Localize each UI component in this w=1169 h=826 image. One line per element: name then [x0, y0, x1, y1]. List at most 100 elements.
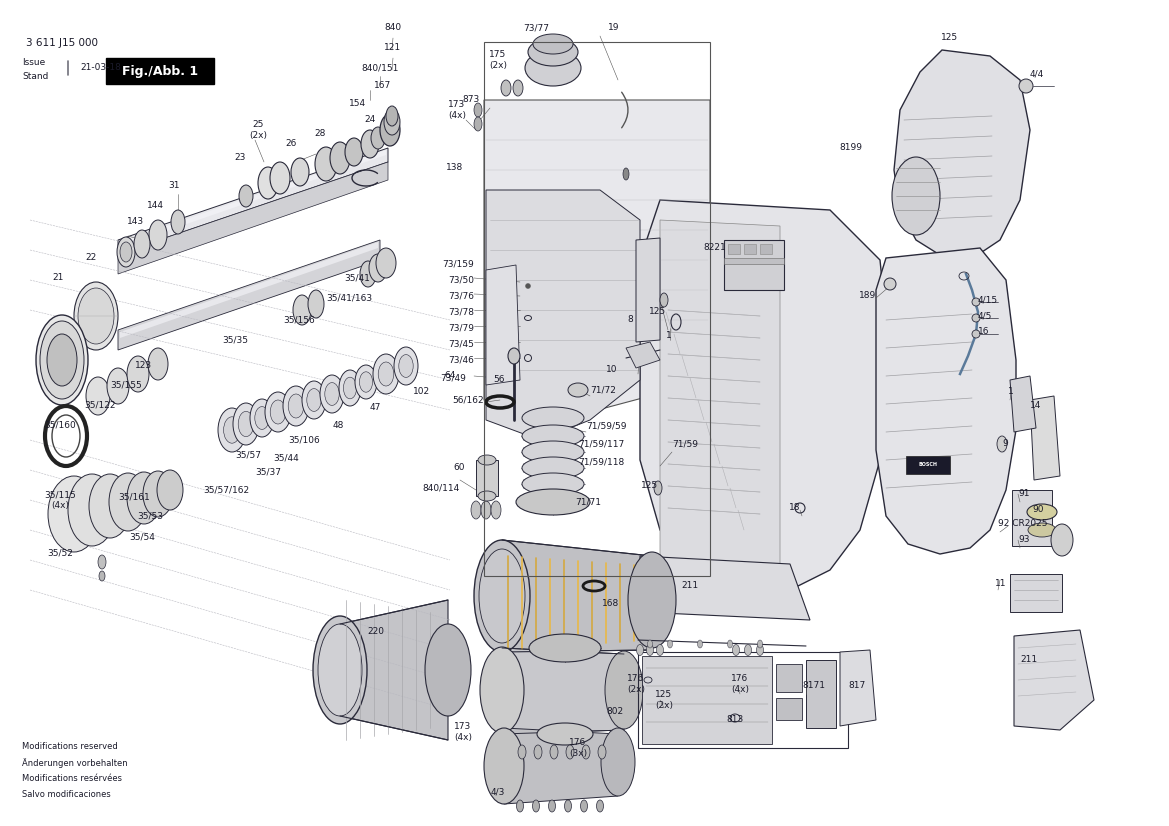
Polygon shape: [120, 242, 378, 338]
Text: 4/4: 4/4: [1030, 69, 1044, 78]
Bar: [484, 42, 710, 576]
Text: 11: 11: [995, 580, 1007, 588]
Text: 73/49: 73/49: [440, 373, 466, 382]
Ellipse shape: [238, 185, 253, 207]
Ellipse shape: [623, 168, 629, 180]
Ellipse shape: [526, 283, 531, 288]
Text: 8: 8: [628, 316, 632, 325]
Text: 21-03-18: 21-03-18: [79, 64, 120, 73]
Polygon shape: [1030, 396, 1060, 480]
Polygon shape: [484, 100, 710, 440]
Ellipse shape: [513, 80, 523, 96]
Ellipse shape: [892, 157, 940, 235]
Ellipse shape: [516, 489, 590, 515]
Ellipse shape: [517, 800, 524, 812]
Ellipse shape: [307, 290, 324, 318]
Ellipse shape: [40, 321, 84, 399]
Text: 73/76: 73/76: [448, 292, 473, 301]
Ellipse shape: [523, 407, 584, 429]
Ellipse shape: [134, 230, 150, 258]
Ellipse shape: [601, 728, 635, 796]
Ellipse shape: [566, 745, 574, 759]
Text: 840/114: 840/114: [423, 483, 459, 492]
Text: 35/156: 35/156: [283, 316, 314, 325]
Text: 18: 18: [789, 504, 800, 512]
Bar: [724, 258, 784, 264]
Text: 92 CR2025: 92 CR2025: [998, 520, 1047, 529]
Polygon shape: [118, 162, 388, 274]
Text: 47: 47: [369, 403, 381, 412]
Ellipse shape: [756, 644, 763, 656]
Bar: [805, 660, 836, 728]
Text: 14: 14: [1030, 401, 1042, 411]
Ellipse shape: [293, 295, 311, 325]
Ellipse shape: [473, 540, 530, 652]
Ellipse shape: [344, 377, 357, 399]
Text: 8171: 8171: [802, 681, 825, 691]
Text: 64: 64: [444, 371, 456, 379]
Text: 125
(2x): 125 (2x): [655, 691, 673, 710]
Ellipse shape: [479, 549, 525, 643]
Ellipse shape: [582, 745, 590, 759]
Text: 211: 211: [682, 582, 699, 591]
Polygon shape: [118, 240, 380, 350]
Text: 138: 138: [445, 164, 463, 173]
Text: 35/57: 35/57: [235, 450, 261, 459]
Ellipse shape: [599, 745, 606, 759]
Text: 175
(2x): 175 (2x): [489, 50, 507, 69]
Text: Salvo modificaciones: Salvo modificaciones: [22, 790, 111, 799]
Text: 125: 125: [641, 482, 658, 491]
Text: 71/59/59: 71/59/59: [586, 421, 627, 430]
Ellipse shape: [565, 800, 572, 812]
Text: 71/71: 71/71: [575, 497, 601, 506]
Text: 60: 60: [454, 463, 465, 472]
Text: 93: 93: [1018, 535, 1030, 544]
Bar: [743, 244, 756, 254]
Ellipse shape: [971, 314, 980, 322]
Text: 176
(4x): 176 (4x): [731, 674, 749, 694]
Ellipse shape: [473, 103, 482, 117]
Text: 35/122: 35/122: [84, 401, 116, 410]
Text: 23: 23: [234, 154, 245, 163]
Polygon shape: [894, 50, 1030, 260]
Text: 4/15: 4/15: [978, 296, 998, 305]
Ellipse shape: [473, 117, 482, 131]
Text: 220: 220: [367, 628, 385, 637]
Text: 71/59/118: 71/59/118: [577, 458, 624, 467]
Text: 3 611 J15 000: 3 611 J15 000: [26, 38, 98, 48]
Ellipse shape: [606, 651, 643, 729]
Ellipse shape: [971, 298, 980, 306]
Ellipse shape: [884, 278, 895, 290]
Ellipse shape: [270, 162, 290, 194]
Ellipse shape: [171, 210, 185, 234]
Text: 121: 121: [385, 44, 402, 53]
Ellipse shape: [534, 745, 542, 759]
Ellipse shape: [320, 375, 344, 413]
Text: 173
(4x): 173 (4x): [454, 722, 472, 742]
Ellipse shape: [109, 473, 147, 531]
Ellipse shape: [1028, 523, 1056, 537]
Text: 168: 168: [602, 600, 620, 609]
Text: 176
(3x): 176 (3x): [569, 738, 587, 757]
Text: 19: 19: [608, 23, 620, 32]
Ellipse shape: [1019, 79, 1033, 93]
Ellipse shape: [318, 624, 362, 716]
Ellipse shape: [233, 403, 260, 445]
Ellipse shape: [426, 624, 471, 716]
Ellipse shape: [376, 248, 396, 278]
Ellipse shape: [386, 106, 397, 126]
Ellipse shape: [660, 293, 667, 307]
Ellipse shape: [148, 220, 167, 250]
Text: 173
(4x): 173 (4x): [448, 100, 466, 120]
Text: 48: 48: [332, 420, 344, 430]
Text: 189: 189: [859, 292, 876, 301]
Ellipse shape: [302, 381, 326, 419]
Polygon shape: [504, 728, 618, 804]
Ellipse shape: [480, 501, 491, 519]
Polygon shape: [636, 238, 660, 342]
Text: 73/78: 73/78: [448, 307, 473, 316]
Ellipse shape: [47, 334, 77, 386]
Text: 56/162: 56/162: [452, 396, 484, 405]
Polygon shape: [639, 556, 810, 620]
Polygon shape: [502, 648, 624, 734]
